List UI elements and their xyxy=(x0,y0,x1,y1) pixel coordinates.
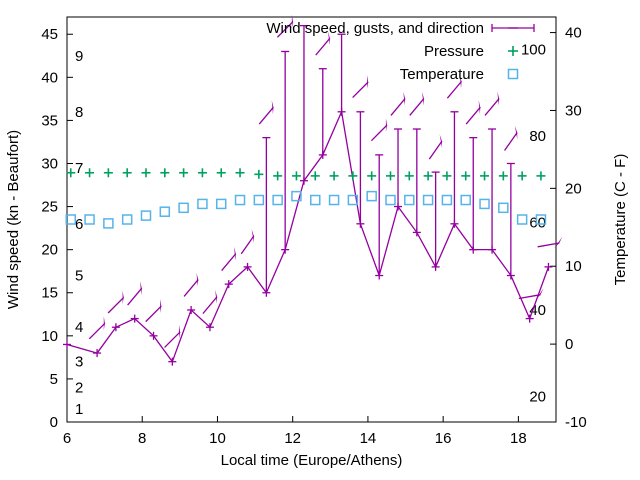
y-tick-label: 25 xyxy=(41,199,58,216)
x-tick-label: 6 xyxy=(63,430,71,447)
temperature-marker xyxy=(479,198,490,210)
legend-label-2: Temperature xyxy=(400,66,484,83)
y2-tick-label: 30 xyxy=(565,102,582,119)
wind-direction-arrow xyxy=(315,31,331,56)
legend-key xyxy=(507,68,519,80)
beaufort-label: 7 xyxy=(75,160,83,177)
temperature-marker xyxy=(310,194,321,206)
fahrenheit-label: 40 xyxy=(529,302,546,319)
temperature-marker xyxy=(366,190,377,202)
temperature-marker xyxy=(140,210,152,221)
temperature-marker xyxy=(535,214,547,225)
wind-direction-arrow xyxy=(258,100,274,125)
fahrenheit-label: 100 xyxy=(521,42,546,59)
wind-direction-arrow xyxy=(221,246,237,271)
x-tick-label: 12 xyxy=(284,430,301,447)
temperature-marker xyxy=(234,194,246,206)
wind-direction-arrow xyxy=(504,125,518,151)
y2-tick-label: 0 xyxy=(565,336,573,353)
y-tick-label: 5 xyxy=(50,371,58,388)
y2-axis-title: Temperature (C - F) xyxy=(612,154,629,286)
beaufort-label: 4 xyxy=(75,319,83,336)
wind-direction-arrow xyxy=(465,100,481,125)
temperature-marker xyxy=(253,194,265,206)
y-tick-label: 20 xyxy=(41,242,58,259)
wind-direction-arrow xyxy=(409,91,425,116)
beaufort-label: 5 xyxy=(75,268,83,285)
x-axis-title: Local time (Europe/Athens) xyxy=(221,452,403,469)
y-tick-label: 15 xyxy=(41,285,58,302)
wind-direction-arrow xyxy=(370,118,388,142)
wind-direction-arrow xyxy=(428,134,443,160)
fahrenheit-label: 60 xyxy=(529,215,546,232)
wind-direction-arrow xyxy=(484,91,500,116)
y-axis-title: Wind speed (kn - Beaufort) xyxy=(5,130,22,309)
wind-direction-arrow xyxy=(164,324,181,348)
temperature-marker xyxy=(422,194,434,206)
beaufort-label: 9 xyxy=(75,48,83,65)
beaufort-label: 3 xyxy=(75,354,83,371)
beaufort-label: 8 xyxy=(75,104,83,121)
wind-direction-arrow xyxy=(390,91,406,116)
wind-direction-arrow xyxy=(537,236,563,249)
legend-label-0: Wind speed, gusts, and direction xyxy=(266,20,484,37)
fahrenheit-label: 80 xyxy=(529,128,546,145)
temperature-marker xyxy=(197,198,208,210)
legend-label-1: Pressure xyxy=(424,43,484,60)
fahrenheit-label: 20 xyxy=(529,388,546,405)
wind-direction-arrow xyxy=(107,290,125,314)
wind-direction-arrow xyxy=(145,299,162,323)
temperature-marker xyxy=(65,214,77,225)
temperature-marker xyxy=(460,194,471,206)
temperature-marker xyxy=(328,194,340,206)
temperature-marker xyxy=(385,194,396,206)
x-tick-label: 16 xyxy=(435,430,452,447)
x-tick-label: 10 xyxy=(209,430,226,447)
wind-direction-arrow xyxy=(352,75,369,99)
y2-tick-label: -10 xyxy=(565,414,587,431)
wind-direction-arrow xyxy=(202,289,218,315)
temperature-marker xyxy=(84,214,95,225)
y-tick-label: 0 xyxy=(50,414,58,431)
wind-direction-arrow xyxy=(446,74,463,99)
x-tick-label: 14 xyxy=(360,430,377,447)
x-tick-label: 18 xyxy=(510,430,527,447)
temperature-marker xyxy=(516,214,528,225)
beaufort-label: 1 xyxy=(75,401,83,418)
wind-direction-arrow xyxy=(127,281,143,306)
y-tick-label: 30 xyxy=(41,155,58,172)
y2-tick-label: 20 xyxy=(565,180,582,197)
temperature-marker xyxy=(178,202,189,214)
beaufort-label: 6 xyxy=(75,216,83,233)
wind-direction-arrow xyxy=(518,288,544,300)
y2-tick-label: 10 xyxy=(565,258,582,275)
temperature-marker xyxy=(272,194,283,206)
temperature-marker xyxy=(121,214,133,225)
x-tick-label: 8 xyxy=(138,430,146,447)
temperature-marker xyxy=(159,206,171,217)
wind-direction-arrow xyxy=(240,229,255,255)
temperature-marker xyxy=(441,194,453,206)
temperature-marker xyxy=(347,194,359,206)
y2-tick-label: 40 xyxy=(565,25,582,42)
y-tick-label: 35 xyxy=(41,112,58,129)
wind-direction-arrow xyxy=(183,272,199,297)
wind-speed-line xyxy=(66,109,550,364)
beaufort-label: 2 xyxy=(75,380,83,397)
temperature-marker xyxy=(103,218,114,229)
y-tick-label: 45 xyxy=(41,26,58,43)
temperature-marker xyxy=(498,202,509,214)
wind-direction-arrow xyxy=(276,14,294,38)
temperature-marker xyxy=(291,190,302,202)
temperature-marker xyxy=(404,194,415,206)
wind-direction-arrow xyxy=(88,316,106,340)
temperature-marker xyxy=(215,198,227,210)
y-tick-label: 40 xyxy=(41,69,58,86)
y-tick-label: 10 xyxy=(41,328,58,345)
